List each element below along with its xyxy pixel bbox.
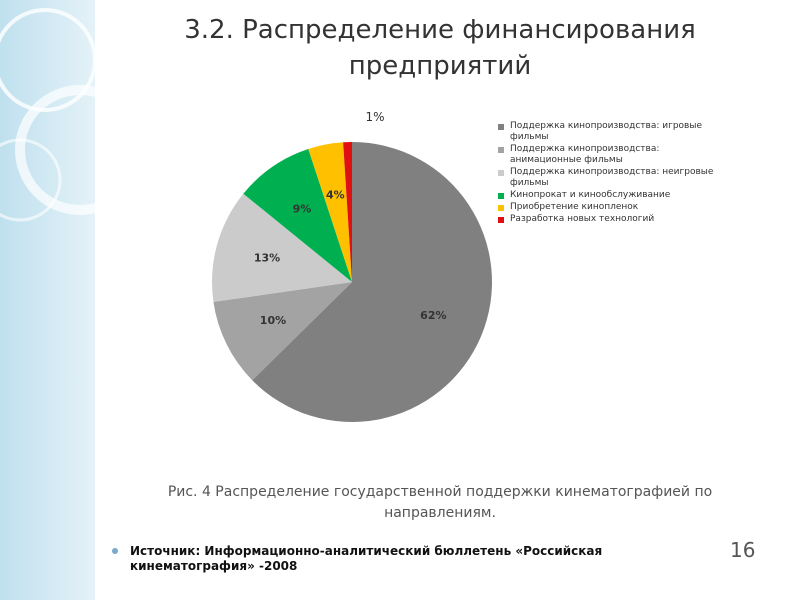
legend-item: Поддержка кинопроизводства: анимационные… — [498, 144, 723, 166]
legend-label: Кинопрокат и кинообслуживание — [510, 190, 671, 200]
decor-circle — [0, 8, 97, 112]
legend-item: Поддержка кинопроизводства: неигровые фи… — [498, 167, 723, 189]
source-note: Источник: Информационно-аналитический бю… — [130, 544, 603, 573]
legend-swatch — [498, 193, 504, 199]
data-label: 13% — [254, 251, 280, 264]
pie-slice — [243, 148, 352, 282]
data-label: 62% — [420, 309, 446, 322]
data-label: 10% — [260, 314, 286, 327]
legend-swatch — [498, 205, 504, 211]
pie-slice — [343, 142, 352, 282]
legend: Поддержка кинопроизводства: игровые филь… — [498, 121, 723, 226]
legend-item: Кинопрокат и кинообслуживание — [498, 190, 723, 201]
legend-item: Приобретение кинопленок — [498, 202, 723, 213]
pie: 62% 10% 13% 9% 4% 1% — [212, 110, 492, 422]
legend-label: Поддержка кинопроизводства: анимационные… — [510, 144, 660, 165]
legend-swatch — [498, 170, 504, 176]
data-label: 1% — [366, 110, 385, 124]
pie-slice — [212, 193, 352, 302]
legend-label: Приобретение кинопленок — [510, 202, 639, 212]
page-number: 16 — [730, 538, 756, 562]
pie-slice — [213, 282, 352, 381]
legend-item: Поддержка кинопроизводства: игровые филь… — [498, 121, 723, 143]
legend-label: Поддержка кинопроизводства: неигровые фи… — [510, 167, 714, 188]
decor-circle — [0, 138, 62, 222]
legend-label: Разработка новых технологий — [510, 214, 655, 224]
data-label: 4% — [326, 188, 345, 201]
pie-slice — [252, 142, 492, 422]
legend-swatch — [498, 147, 504, 153]
slide-title: 3.2. Распределение финансирования предпр… — [184, 15, 696, 81]
legend-swatch — [498, 124, 504, 130]
bullet — [112, 548, 118, 554]
legend-swatch — [498, 217, 504, 223]
decor-circle — [15, 85, 145, 215]
data-label: 9% — [293, 202, 312, 215]
legend-label: Поддержка кинопроизводства: игровые филь… — [510, 121, 702, 142]
pie-slice — [308, 142, 352, 282]
legend-item: Разработка новых технологий — [498, 214, 723, 225]
figure-caption: Рис. 4 Распределение государственной под… — [167, 484, 713, 521]
